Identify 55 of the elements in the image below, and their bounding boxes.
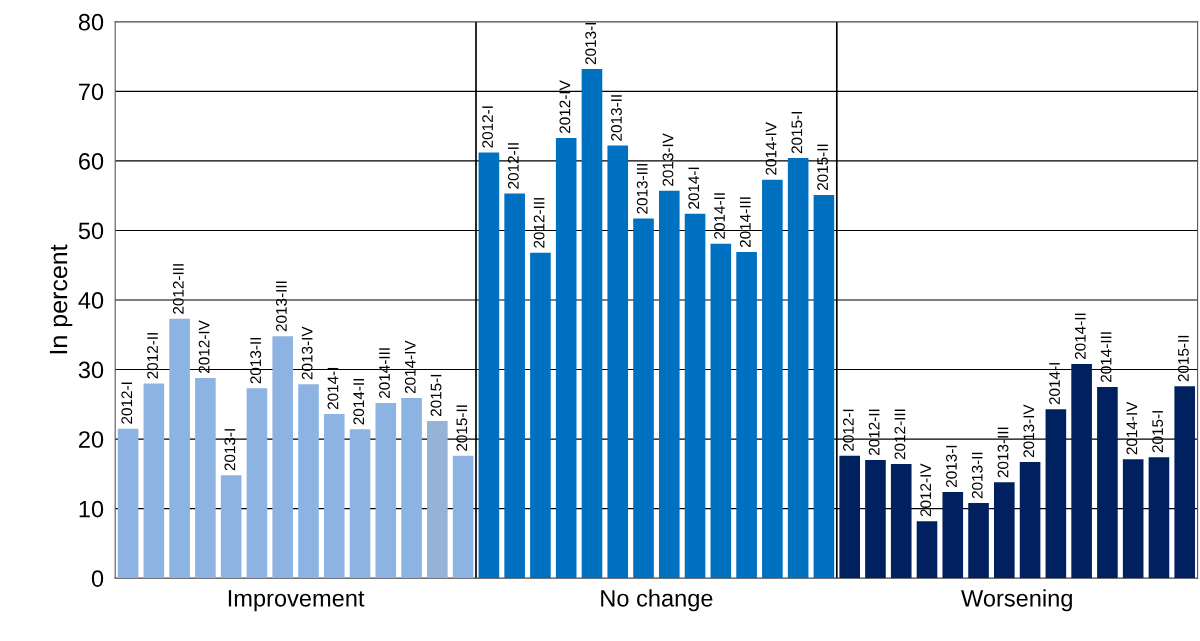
y-tick-label: 80 (78, 13, 104, 31)
y-tick-label: 70 (79, 83, 104, 101)
y-tick-label: 50 (78, 222, 104, 240)
y-tick-label: 0 (91, 570, 104, 587)
text: 2014-IV (765, 122, 777, 175)
text: 2014-IV (1126, 401, 1138, 455)
text: 2012-I (482, 106, 493, 148)
text: 2014-III (1100, 332, 1112, 382)
text: 2013-IV (662, 133, 674, 186)
text: 2012-IV (559, 80, 571, 133)
text: 2012-II (868, 409, 880, 456)
text: 2013-I (946, 445, 957, 487)
text: 2012-III (172, 264, 184, 314)
text: 2012-II (507, 143, 519, 189)
y-tick-label: 20 (79, 431, 104, 448)
text: 2014-II (1074, 313, 1086, 360)
text: 2013-II (611, 95, 622, 141)
text: 2013-II (971, 452, 983, 499)
text: 2014-I (688, 167, 700, 209)
text: 2014-III (739, 197, 751, 248)
y-axis-title: In percent (49, 244, 73, 354)
text: 2013-II (250, 337, 262, 384)
y-tick-label: 10 (79, 500, 104, 518)
text: 2014-II (353, 379, 365, 425)
text: 2013-III (636, 164, 648, 214)
text: 2012-I (121, 382, 133, 424)
y-tick-label: 40 (78, 292, 104, 309)
text: 2014-II (714, 193, 725, 239)
text: 2015-I (1152, 411, 1164, 453)
text: 2015-I (791, 112, 803, 154)
text: 2012-II (147, 333, 158, 379)
text: 2013-IV (1023, 404, 1035, 458)
text: 2013-I (585, 23, 597, 65)
x-tick-label: Improvement (228, 590, 365, 612)
text: 2015-II (1178, 335, 1189, 382)
text: 2012-IV (198, 320, 210, 373)
x-tick-label: Worsening (961, 589, 1072, 612)
text: 2014-I (1049, 363, 1060, 405)
text: 2012-III (533, 198, 545, 248)
text: 2012-I (842, 409, 854, 451)
text: 2015-II (817, 144, 829, 191)
text: 2013-III (997, 427, 1009, 478)
text: 2014-I (327, 367, 339, 410)
x-tick-label: No change (601, 589, 713, 612)
bar (427, 421, 448, 579)
text: 2015-I (430, 374, 442, 417)
text: 2013-I (224, 429, 236, 471)
text: 2012-IV (920, 463, 932, 517)
text: 2014-III (379, 348, 390, 398)
text: 2012-III (894, 409, 906, 460)
text: 2014-IV (404, 340, 416, 394)
text: 2013-III (276, 281, 287, 332)
y-tick-label: 60 (79, 152, 104, 170)
y-tick-label: 30 (78, 361, 104, 379)
text: 2015-II (456, 405, 468, 451)
